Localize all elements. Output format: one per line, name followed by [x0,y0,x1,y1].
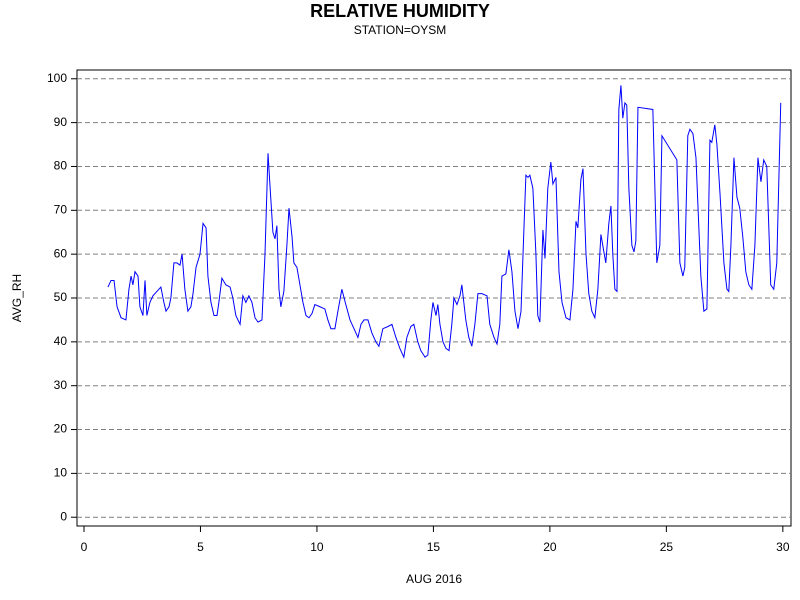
y-tick-label: 10 [54,466,68,480]
chart-subtitle: STATION=OYSM [354,23,447,37]
y-tick-label: 60 [54,246,68,260]
x-tick-label: 10 [310,540,324,554]
y-tick-label: 20 [54,422,68,436]
y-tick-label: 70 [54,202,68,216]
x-tick-label: 15 [427,540,441,554]
x-tick-label: 5 [197,540,204,554]
y-tick-label: 50 [54,290,68,304]
x-tick-label: 0 [81,540,88,554]
chart-title: RELATIVE HUMIDITY [310,1,490,21]
y-tick-label: 30 [54,378,68,392]
y-tick-label: 0 [60,509,67,523]
x-tick-label: 30 [776,540,790,554]
x-axis-label: AUG 2016 [406,572,462,586]
x-tick-label: 25 [660,540,674,554]
y-tick-label: 80 [54,159,68,173]
y-tick-label: 100 [47,71,67,85]
x-tick-label: 20 [543,540,557,554]
line-series [107,85,782,359]
y-tick-label: 40 [54,334,68,348]
y-axis-label: AVG_RH [10,274,24,322]
y-tick-label: 90 [54,115,68,129]
